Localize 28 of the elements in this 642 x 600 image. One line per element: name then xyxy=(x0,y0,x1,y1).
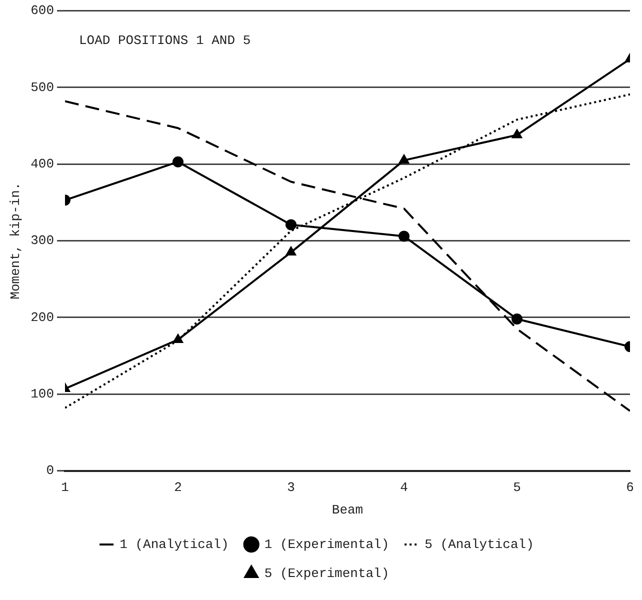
legend-label: 5 (Analytical) xyxy=(424,536,534,552)
point xyxy=(399,154,409,164)
x-tick-label: 4 xyxy=(400,480,408,496)
x-tick-label: 5 xyxy=(513,480,521,496)
x-tick-label: 6 xyxy=(626,480,634,496)
x-tick-label: 2 xyxy=(174,480,182,496)
point xyxy=(512,130,522,138)
x-tick-label: 1 xyxy=(61,480,70,496)
y-tick-label: 600 xyxy=(30,3,54,18)
y-tick-label: 400 xyxy=(30,156,54,172)
y-axis-title: Moment, kip-in. xyxy=(8,182,24,300)
point xyxy=(398,230,410,242)
point xyxy=(173,334,183,343)
legend-label: 5 (Experimental) xyxy=(264,566,390,581)
point xyxy=(172,156,184,168)
y-tick-label: 200 xyxy=(30,310,54,325)
y-tick-label: 500 xyxy=(30,80,54,95)
x-axis-title: Beam xyxy=(332,502,364,518)
y-tick-label: 300 xyxy=(30,233,54,248)
point xyxy=(286,219,297,230)
annotation: LOAD POSITIONS 1 AND 5 xyxy=(79,33,251,48)
y-tick-label: 100 xyxy=(30,386,54,402)
x-tick-label: 3 xyxy=(287,480,295,496)
legend-label: 1 (Experimental) xyxy=(264,536,390,552)
y-tick-label: 0 xyxy=(46,463,54,478)
point xyxy=(286,246,296,256)
point xyxy=(512,314,522,324)
legend-label: 1 (Analytical) xyxy=(120,536,229,552)
